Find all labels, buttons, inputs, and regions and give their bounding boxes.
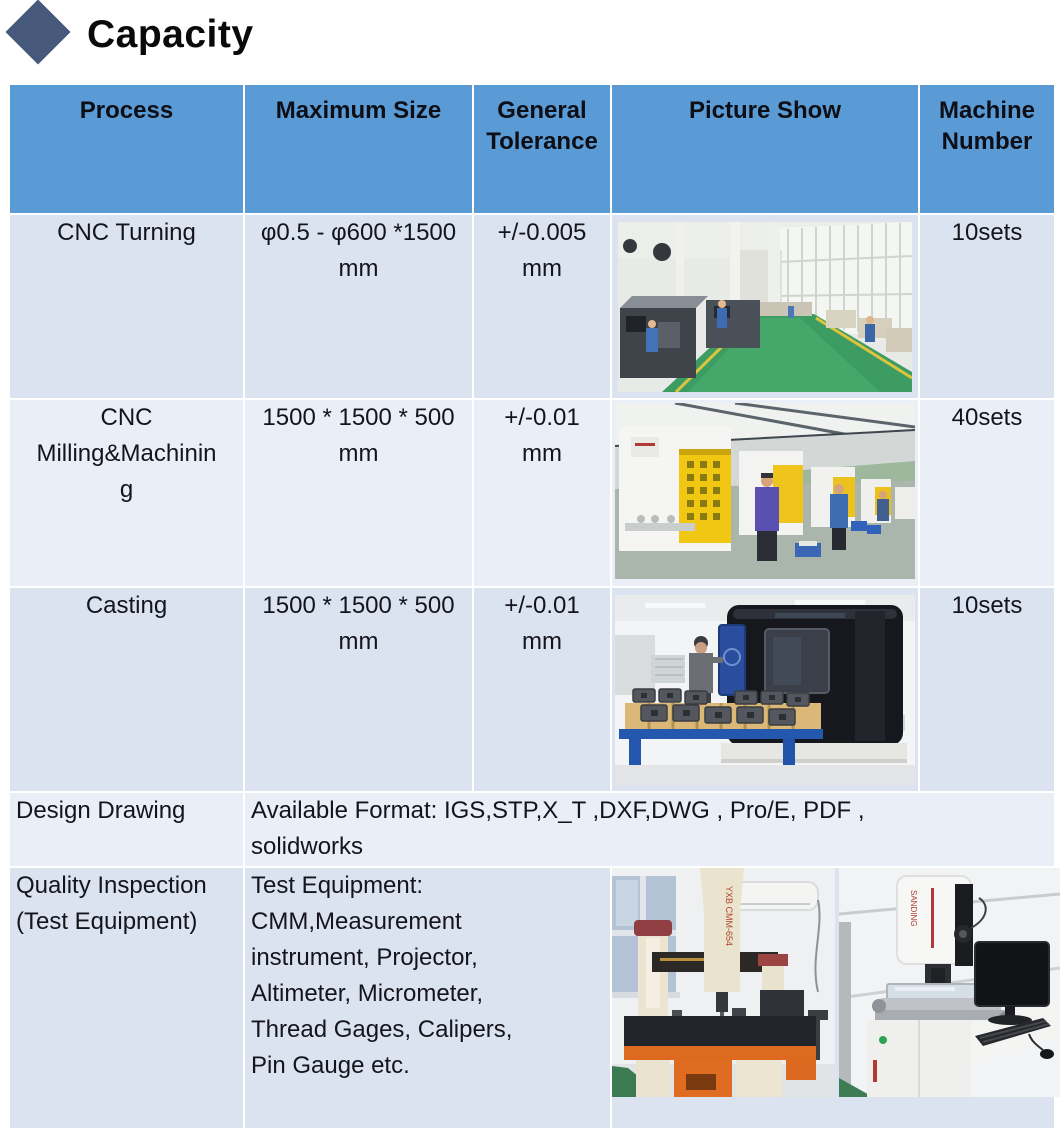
cell-process: Casting — [8, 586, 245, 793]
cell-pictures: YXB CMM-654 — [610, 866, 1060, 1130]
header-label: Process — [79, 97, 174, 124]
machine-number-text: 10sets — [951, 592, 1023, 619]
machine-number-text: 10sets — [951, 219, 1023, 246]
cell-maximum-size: φ0.5 - φ600 *1500 mm — [243, 213, 474, 400]
equipment-text: Test Equipment: CMM,Measurement instrume… — [251, 872, 513, 1079]
cell-test-equipment: Test Equipment: CMM,Measurement instrume… — [243, 866, 612, 1130]
cell-process: CNC Turning — [8, 213, 245, 400]
cell-picture — [610, 213, 920, 400]
column-header-process: Process — [8, 83, 245, 215]
column-header-machine-number: Machine Number — [918, 83, 1056, 215]
column-header-picture-show: Picture Show — [610, 83, 920, 215]
process-text: CNC Milling&Machining — [36, 404, 217, 503]
tolerance-text: +/-0.01 mm — [504, 404, 580, 467]
cell-machine-number: 40sets — [918, 398, 1056, 588]
process-text: Quality Inspection (Test Equipment) — [16, 872, 207, 935]
vision-brand-label: SANDING — [909, 890, 918, 926]
cell-general-tolerance: +/-0.005 mm — [472, 213, 612, 400]
cell-maximum-size: 1500 * 1500 * 500 mm — [243, 586, 474, 793]
cell-picture — [610, 586, 920, 793]
vision-measuring-machine-photo: SANDING — [839, 868, 1060, 1097]
header-label: Maximum Size — [275, 97, 442, 124]
process-text: Casting — [85, 592, 168, 619]
casting-workshop-photo — [615, 595, 915, 785]
process-text: Design Drawing — [16, 797, 186, 824]
cell-general-tolerance: +/-0.01 mm — [472, 398, 612, 588]
cell-process: Quality Inspection (Test Equipment) — [8, 866, 245, 1130]
row-cnc-milling: CNC Milling&Machining 1500 * 1500 * 500 … — [8, 398, 1056, 588]
tolerance-text: +/-0.005 mm — [497, 219, 587, 282]
header-row: Process Maximum Size General Tolerance P… — [8, 83, 1056, 215]
header-label: Picture Show — [688, 97, 842, 124]
cell-machine-number: 10sets — [918, 586, 1056, 793]
tolerance-text: +/-0.01 mm — [504, 592, 580, 655]
maximum-size-text: φ0.5 - φ600 *1500 mm — [260, 219, 457, 282]
cnc-turning-factory-photo — [618, 222, 912, 392]
cell-general-tolerance: +/-0.01 mm — [472, 586, 612, 793]
cnc-milling-factory-photo — [615, 403, 915, 579]
row-quality-inspection: Quality Inspection (Test Equipment) Test… — [8, 866, 1060, 1130]
page-title: Capacity — [87, 13, 254, 56]
maximum-size-text: 1500 * 1500 * 500 mm — [262, 404, 455, 467]
cmm-measuring-machine-photo: YXB CMM-654 — [612, 868, 835, 1097]
process-text: CNC Turning — [57, 219, 196, 246]
cell-process: CNC Milling&Machining — [8, 398, 245, 588]
header-label: Machine Number — [938, 97, 1036, 156]
row-casting: Casting 1500 * 1500 * 500 mm +/-0.01 mm — [8, 586, 1056, 793]
column-header-maximum-size: Maximum Size — [243, 83, 474, 215]
maximum-size-text: 1500 * 1500 * 500 mm — [262, 592, 455, 655]
cell-process: Design Drawing — [8, 791, 245, 868]
capacity-table: Process Maximum Size General Tolerance P… — [8, 83, 1060, 1130]
machine-number-text: 40sets — [951, 404, 1023, 431]
column-header-general-tolerance: General Tolerance — [472, 83, 612, 215]
cell-machine-number: 10sets — [918, 213, 1056, 400]
row-cnc-turning: CNC Turning φ0.5 - φ600 *1500 mm +/-0.00… — [8, 213, 1056, 400]
cell-maximum-size: 1500 * 1500 * 500 mm — [243, 398, 474, 588]
row-design-drawing: Design Drawing Available Format: IGS,STP… — [8, 791, 1056, 868]
header-label: General Tolerance — [486, 97, 598, 156]
cmm-model-label: YXB CMM-654 — [724, 886, 734, 946]
formats-text: Available Format: IGS,STP,X_T ,DXF,DWG ,… — [251, 797, 865, 860]
cell-available-formats: Available Format: IGS,STP,X_T ,DXF,DWG ,… — [243, 791, 1056, 868]
cell-picture — [610, 398, 920, 588]
